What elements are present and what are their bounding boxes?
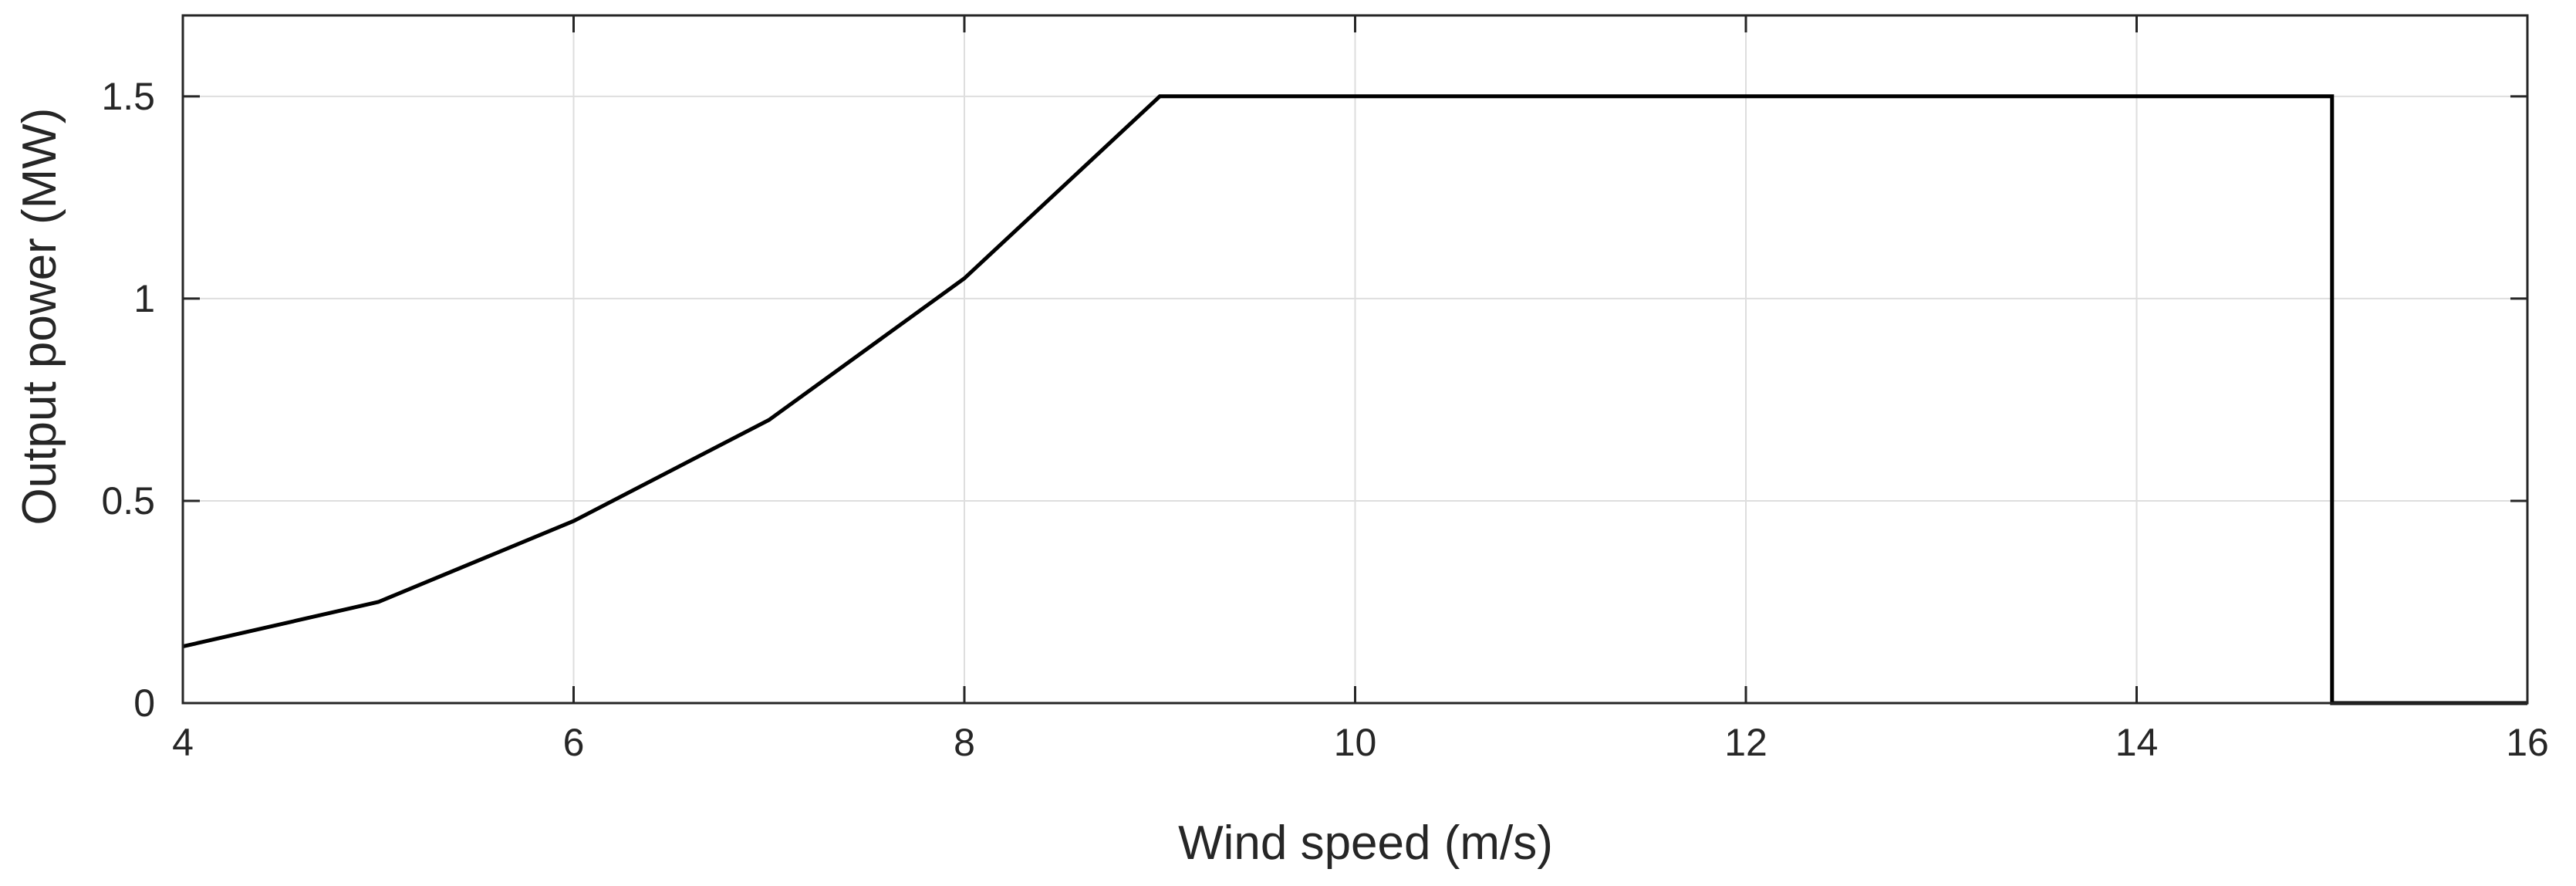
x-axis-title: Wind speed (m/s)	[1178, 817, 1553, 870]
x-tick-label: 10	[1334, 721, 1377, 764]
y-axis-title: Output power (MW)	[13, 108, 66, 526]
x-tick-label: 4	[172, 721, 194, 764]
y-tick-label: 0	[133, 681, 155, 725]
y-tick-label: 1	[133, 277, 155, 320]
power-curve-line	[182, 94, 2527, 705]
grid-lines	[182, 15, 2528, 704]
x-tick-label: 14	[2115, 721, 2159, 764]
x-tick-label: 16	[2506, 721, 2549, 764]
series-layer	[182, 94, 2527, 705]
x-tick-label: 6	[563, 721, 585, 764]
x-tick-label: 12	[1724, 721, 1767, 764]
y-tick-label: 1.5	[101, 75, 155, 118]
y-tick-label: 0.5	[101, 479, 155, 522]
tick-marks	[181, 15, 2529, 705]
x-tick-labels: 4 6 8 10 12 14 16	[172, 721, 2549, 764]
x-tick-label: 8	[954, 721, 975, 764]
y-tick-labels: 0 0.5 1 1.5	[101, 75, 155, 725]
